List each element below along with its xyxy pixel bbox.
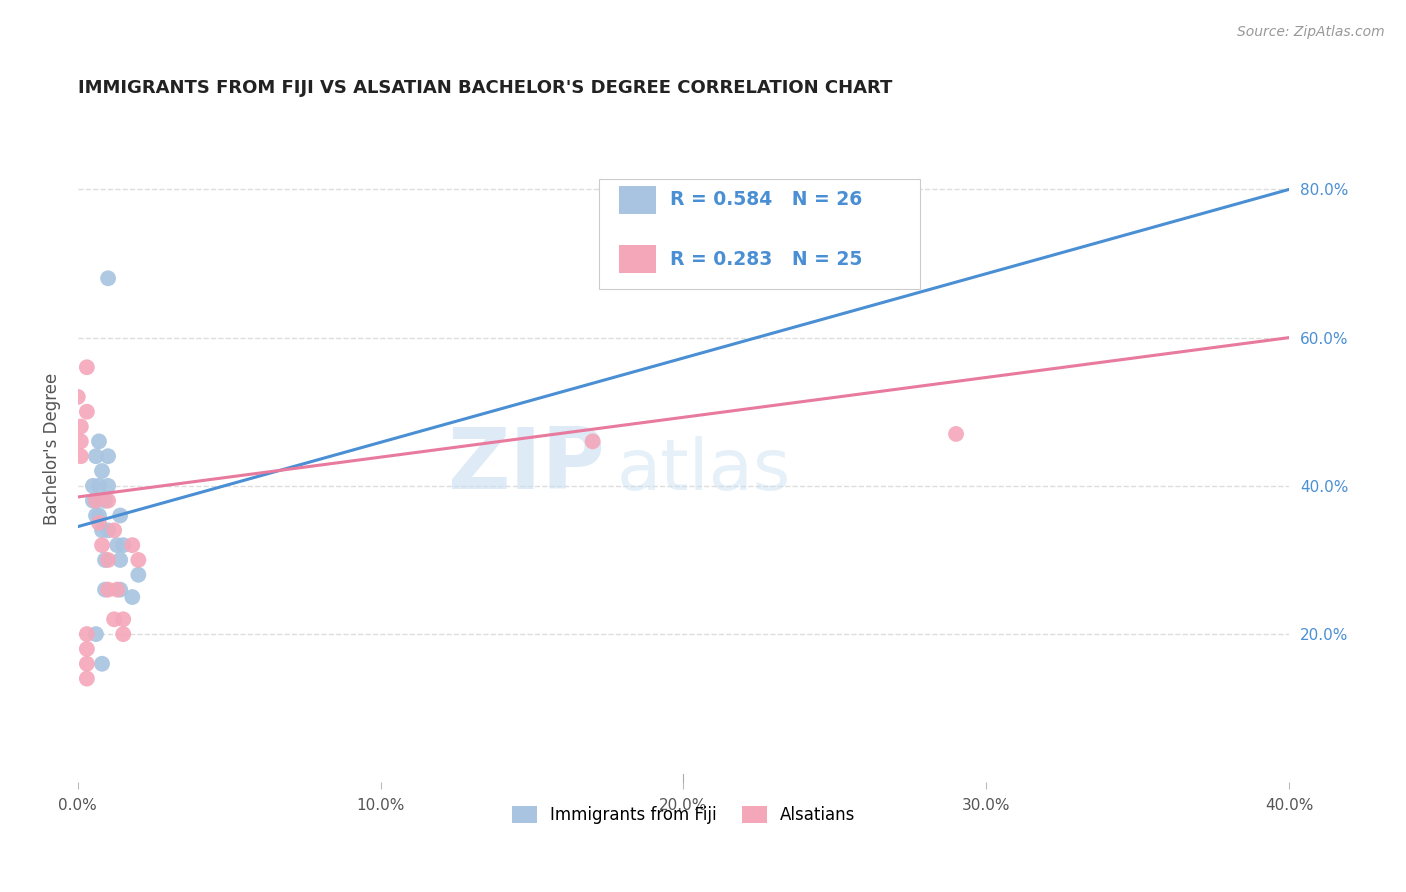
Point — [108, 508, 131, 523]
Text: ZIP: ZIP — [447, 424, 605, 507]
Point — [127, 553, 149, 567]
Point — [87, 508, 110, 523]
Point — [121, 538, 143, 552]
FancyBboxPatch shape — [619, 186, 655, 214]
Point — [82, 479, 104, 493]
Point — [84, 449, 107, 463]
Point — [76, 360, 98, 375]
Point — [76, 641, 98, 656]
Point — [84, 627, 107, 641]
Point — [69, 434, 91, 449]
Point — [94, 493, 117, 508]
FancyBboxPatch shape — [599, 178, 920, 289]
Point — [97, 553, 120, 567]
Point — [108, 582, 131, 597]
Point — [108, 553, 131, 567]
Point — [69, 419, 91, 434]
Point — [582, 434, 605, 449]
Text: atlas: atlas — [617, 435, 792, 505]
Point — [945, 427, 967, 442]
Point — [76, 657, 98, 671]
Point — [87, 434, 110, 449]
Point — [97, 449, 120, 463]
Point — [105, 582, 128, 597]
Point — [97, 582, 120, 597]
Point — [127, 567, 149, 582]
Point — [66, 390, 89, 404]
Legend: Immigrants from Fiji, Alsatians: Immigrants from Fiji, Alsatians — [505, 799, 862, 830]
Point — [112, 612, 135, 626]
Point — [97, 479, 120, 493]
Point — [91, 464, 114, 478]
Point — [97, 271, 120, 285]
Point — [91, 538, 114, 552]
Point — [84, 493, 107, 508]
Point — [76, 672, 98, 686]
Point — [84, 508, 107, 523]
Point — [94, 582, 117, 597]
Point — [87, 479, 110, 493]
Text: R = 0.584   N = 26: R = 0.584 N = 26 — [671, 191, 862, 210]
Text: R = 0.283   N = 25: R = 0.283 N = 25 — [671, 250, 862, 268]
Point — [94, 553, 117, 567]
FancyBboxPatch shape — [619, 245, 655, 273]
Y-axis label: Bachelor's Degree: Bachelor's Degree — [44, 373, 60, 524]
Point — [105, 538, 128, 552]
Point — [103, 612, 125, 626]
Point — [91, 657, 114, 671]
Point — [69, 449, 91, 463]
Point — [84, 493, 107, 508]
Point — [82, 493, 104, 508]
Point — [97, 493, 120, 508]
Point — [76, 627, 98, 641]
Text: Source: ZipAtlas.com: Source: ZipAtlas.com — [1237, 25, 1385, 39]
Point — [97, 524, 120, 538]
Point — [91, 524, 114, 538]
Point — [76, 405, 98, 419]
Point — [103, 524, 125, 538]
Point — [121, 590, 143, 604]
Point — [87, 516, 110, 530]
Point — [112, 627, 135, 641]
Text: IMMIGRANTS FROM FIJI VS ALSATIAN BACHELOR'S DEGREE CORRELATION CHART: IMMIGRANTS FROM FIJI VS ALSATIAN BACHELO… — [77, 78, 893, 96]
Point — [112, 538, 135, 552]
